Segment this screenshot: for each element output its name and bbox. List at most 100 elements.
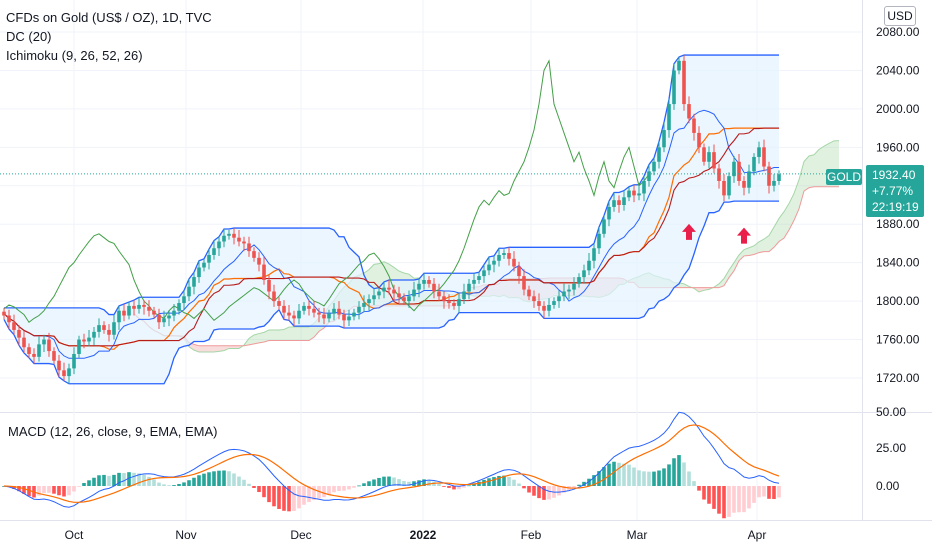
macd-histogram-bar: [632, 467, 636, 486]
candle-body: [297, 310, 301, 319]
macd-histogram-bar: [287, 486, 291, 512]
currency-button[interactable]: USD: [884, 6, 916, 26]
macd-histogram-bar: [37, 486, 41, 496]
macd-pane: [2, 411, 781, 519]
cloud-segment: [304, 326, 309, 341]
candle-body: [367, 299, 371, 304]
macd-histogram-bar: [252, 486, 256, 488]
macd-histogram-bar: [62, 486, 66, 497]
macd-histogram-bar: [272, 486, 276, 507]
last-price: 1932.40: [872, 168, 916, 182]
candle-body: [527, 289, 531, 297]
cloud-segment: [729, 262, 734, 278]
candle-body: [47, 339, 51, 352]
macd-histogram-bar: [72, 486, 76, 492]
cloud-segment: [199, 345, 204, 353]
candle-body: [767, 166, 771, 186]
cloud-segment: [739, 249, 744, 261]
candle-body: [252, 251, 256, 258]
cloud-segment: [819, 146, 824, 187]
candle-body: [662, 130, 666, 148]
candle-body: [777, 174, 781, 181]
candle-body: [87, 337, 91, 342]
candle-body: [77, 339, 81, 354]
cloud-segment: [779, 211, 784, 242]
macd-histogram-bar: [602, 467, 606, 486]
macd-histogram-bar: [402, 481, 406, 486]
macd-histogram-bar: [487, 478, 491, 486]
lagging-span: [3, 59, 650, 323]
candle-body: [722, 180, 726, 196]
donchian-lower: [3, 200, 779, 385]
macd-histogram-bar: [347, 486, 351, 490]
candle-body: [707, 152, 711, 162]
macd-histogram-bar: [407, 481, 411, 486]
macd-histogram-bar: [67, 486, 71, 496]
candle-body: [2, 311, 6, 316]
candle-body: [697, 132, 701, 148]
candle-body: [42, 339, 46, 345]
candle-body: [672, 70, 676, 105]
macd-histogram-bar: [77, 486, 81, 487]
macd-histogram-bar: [607, 463, 611, 486]
macd-histogram-bar: [52, 486, 56, 494]
donchian-legend[interactable]: DC (20): [6, 29, 52, 44]
candle-body: [542, 305, 546, 311]
macd-histogram-bar: [522, 486, 526, 489]
candle-body: [322, 314, 326, 319]
macd-histogram-bar: [447, 486, 451, 488]
macd-histogram-bar: [722, 486, 726, 519]
ichimoku-legend[interactable]: Ichimoku (9, 26, 52, 26): [6, 48, 143, 63]
candle-body: [282, 305, 286, 313]
cloud-segment: [204, 345, 209, 353]
macd-histogram-bar: [42, 486, 46, 494]
month-label: Feb: [521, 528, 542, 542]
candle-body: [212, 248, 216, 255]
macd-histogram-bar: [612, 461, 616, 486]
macd-histogram-bar: [307, 486, 311, 503]
cloud-segment: [229, 345, 234, 349]
cloud-segment: [279, 329, 284, 341]
candle-body: [362, 303, 366, 307]
candle-body: [752, 156, 756, 172]
macd-histogram-bar: [582, 481, 586, 486]
macd-legend[interactable]: MACD (12, 26, close, 9, EMA, EMA): [8, 424, 218, 439]
cloud-segment: [309, 323, 314, 341]
candle-body: [332, 308, 336, 314]
candle-body: [757, 147, 761, 157]
chart-title[interactable]: CFDs on Gold (US$ / OZ), 1D, TVC: [6, 10, 212, 25]
candle-body: [747, 171, 751, 188]
macd-histogram-bar: [362, 483, 366, 486]
kijun-line: [3, 127, 779, 347]
macd-histogram-bar: [177, 483, 181, 486]
cloud-segment: [249, 334, 254, 345]
cloud-segment: [794, 179, 799, 221]
candle-body: [517, 266, 521, 277]
candle-body: [67, 368, 71, 377]
macd-histogram-bar: [262, 486, 266, 498]
candle-body: [392, 289, 396, 294]
signal-line: [3, 424, 780, 503]
macd-histogram-bar: [107, 475, 111, 486]
price-tick-label: 1960.00: [876, 140, 920, 154]
month-label: Nov: [175, 528, 196, 542]
macd-histogram-bar: [187, 480, 191, 486]
candle-body: [132, 305, 136, 309]
macd-tick-label: 25.00: [876, 441, 906, 455]
macd-histogram-bar: [717, 486, 721, 514]
macd-histogram-bar: [322, 486, 326, 498]
candle-body: [422, 279, 426, 284]
candle-body: [397, 293, 401, 298]
macd-histogram-bar: [112, 474, 116, 486]
candle-body: [607, 206, 611, 220]
price-tick-label: 1760.00: [876, 333, 920, 347]
macd-histogram-bar: [742, 486, 746, 513]
macd-histogram-bar: [592, 475, 596, 486]
macd-histogram-bar: [27, 486, 31, 497]
macd-histogram-bar: [667, 464, 671, 486]
candle-body: [317, 312, 321, 315]
candle-body: [387, 287, 391, 290]
macd-histogram-bar: [687, 471, 691, 486]
macd-histogram-bar: [47, 486, 51, 493]
